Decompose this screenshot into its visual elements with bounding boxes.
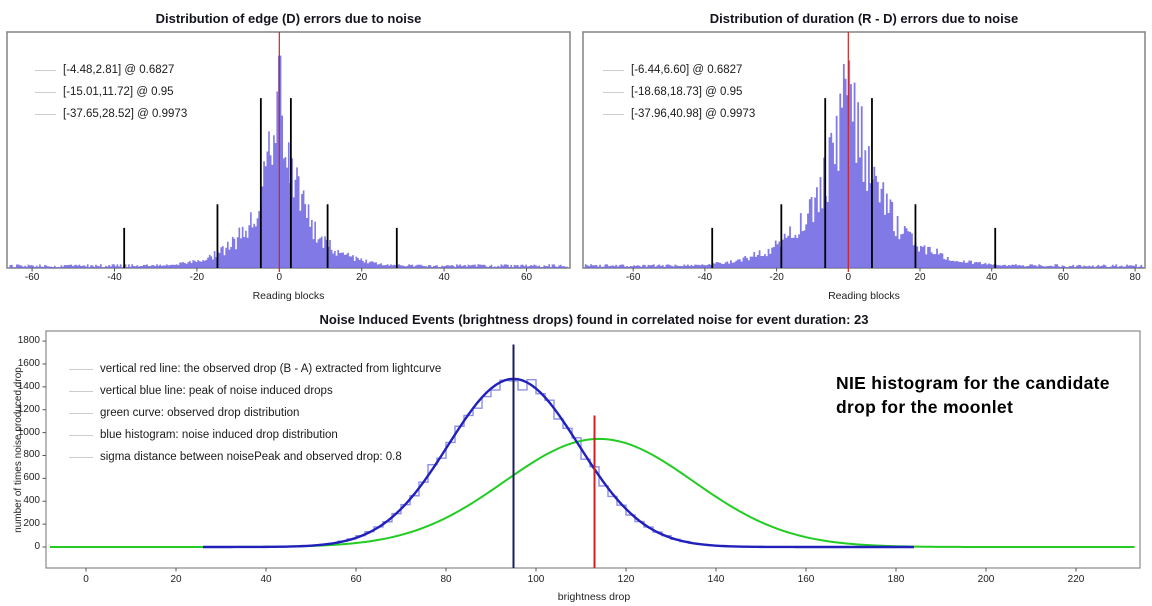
tick-label: 1800 xyxy=(17,335,40,347)
legend-label: vertical blue line: peak of noise induce… xyxy=(100,385,333,397)
tick-label: 180 xyxy=(887,574,905,585)
tick-label: 60 xyxy=(1057,272,1069,283)
legend-item: [-4.48,2.81] @ 0.6827 xyxy=(35,59,187,81)
legend-label: [-37.65,28.52] @ 0.9973 xyxy=(63,108,188,120)
legend-item: [-6.44,6.60] @ 0.6827 xyxy=(603,59,755,81)
tick-label: -40 xyxy=(107,272,122,283)
legend-line-sample xyxy=(603,113,624,115)
edge-errors-xlabel: Reading blocks xyxy=(252,290,325,302)
legend-item: [-37.65,28.52] @ 0.9973 xyxy=(35,103,187,125)
duration-errors-histogram xyxy=(584,60,1145,268)
legend-line-sample xyxy=(603,69,624,71)
edge-errors-legend: [-4.48,2.81] @ 0.6827 [-15.01,11.72] @ 0.… xyxy=(35,59,187,125)
nie-legend: vertical red line: the observed drop (B … xyxy=(69,358,441,468)
duration-errors-xlabel: Reading blocks xyxy=(828,290,900,302)
legend-label: [-37.96,40.98] @ 0.9973 xyxy=(631,108,756,120)
tick-label: 0 xyxy=(34,541,40,552)
tick-label: 40 xyxy=(986,272,998,283)
duration-errors-legend: [-6.44,6.60] @ 0.6827 [-18.68,18.73] @ 0.… xyxy=(603,59,755,125)
edge-errors-title: Distribution of edge (D) errors due to n… xyxy=(155,11,422,26)
tick-label: 100 xyxy=(527,574,545,585)
nie-title: Noise Induced Events (brightness drops) … xyxy=(319,312,869,327)
tick-label: 80 xyxy=(1129,272,1141,283)
tick-label: 80 xyxy=(440,574,452,585)
legend-label: [-15.01,11.72] @ 0.95 xyxy=(63,86,174,98)
legend-line-sample xyxy=(69,456,93,458)
legend-line-sample xyxy=(69,368,93,370)
duration-errors-title: Distribution of duration (R - D) errors … xyxy=(709,11,1019,26)
tick-label: 200 xyxy=(977,574,995,585)
tick-label: 0 xyxy=(83,574,89,585)
tick-label: 60 xyxy=(520,272,533,283)
legend-line-sample xyxy=(35,69,56,71)
legend-item: green curve: observed drop distribution xyxy=(69,402,441,424)
tick-label: 120 xyxy=(617,574,635,585)
legend-label: vertical red line: the observed drop (B … xyxy=(100,363,442,375)
legend-line-sample xyxy=(35,91,56,93)
tick-label: -20 xyxy=(189,272,205,283)
tick-label: 60 xyxy=(350,574,362,585)
tick-label: 1200 xyxy=(17,403,40,415)
legend-line-sample xyxy=(69,390,93,392)
legend-item: vertical blue line: peak of noise induce… xyxy=(69,380,441,402)
tick-label: 0 xyxy=(845,272,852,283)
tick-label: 600 xyxy=(23,472,40,484)
tick-label: 1000 xyxy=(17,426,40,438)
legend-item: sigma distance between noisePeak and obs… xyxy=(69,446,441,468)
tick-label: 220 xyxy=(1067,574,1085,585)
tick-label: 1400 xyxy=(17,380,40,392)
tick-label: 20 xyxy=(170,574,182,585)
legend-line-sample xyxy=(603,91,624,93)
tick-label: 40 xyxy=(260,574,272,585)
nie-annotation: NIE histogram for the candidate drop for… xyxy=(836,373,1110,417)
tick-label: 800 xyxy=(23,449,40,461)
legend-label: blue histogram: noise induced drop distr… xyxy=(100,429,338,441)
edge-errors-histogram xyxy=(9,55,569,268)
nie-blue-curve xyxy=(203,377,914,549)
legend-item: [-18.68,18.73] @ 0.95 xyxy=(603,81,755,103)
tick-label: -60 xyxy=(625,272,641,283)
tick-label: 20 xyxy=(914,272,926,283)
legend-line-sample xyxy=(35,113,56,115)
tick-label: 20 xyxy=(356,272,368,283)
tick-label: 140 xyxy=(707,574,725,585)
tick-label: 200 xyxy=(23,518,40,530)
legend-label: [-6.44,6.60] @ 0.6827 xyxy=(631,64,743,76)
legend-item: vertical red line: the observed drop (B … xyxy=(69,358,441,380)
legend-line-sample xyxy=(69,434,93,436)
tick-label: -60 xyxy=(24,272,40,283)
tick-label: 40 xyxy=(438,272,450,283)
tick-label: 400 xyxy=(23,495,40,507)
tick-label: 160 xyxy=(797,574,815,585)
legend-label: green curve: observed drop distribution xyxy=(100,407,300,419)
legend-label: [-18.68,18.73] @ 0.95 xyxy=(631,86,743,98)
tick-label: 0 xyxy=(276,272,283,283)
legend-label: [-4.48,2.81] @ 0.6827 xyxy=(63,64,175,76)
legend-label: sigma distance between noisePeak and obs… xyxy=(100,451,402,463)
legend-item: blue histogram: noise induced drop distr… xyxy=(69,424,441,446)
legend-item: [-15.01,11.72] @ 0.95 xyxy=(35,81,187,103)
nie-frame xyxy=(45,330,1141,569)
tick-label: 1600 xyxy=(17,357,40,369)
nie-xlabel: brightness drop xyxy=(557,591,631,603)
legend-line-sample xyxy=(69,412,93,414)
legend-item: [-37.96,40.98] @ 0.9973 xyxy=(603,103,755,125)
tick-label: -40 xyxy=(697,272,713,283)
tick-label: -20 xyxy=(769,272,784,283)
